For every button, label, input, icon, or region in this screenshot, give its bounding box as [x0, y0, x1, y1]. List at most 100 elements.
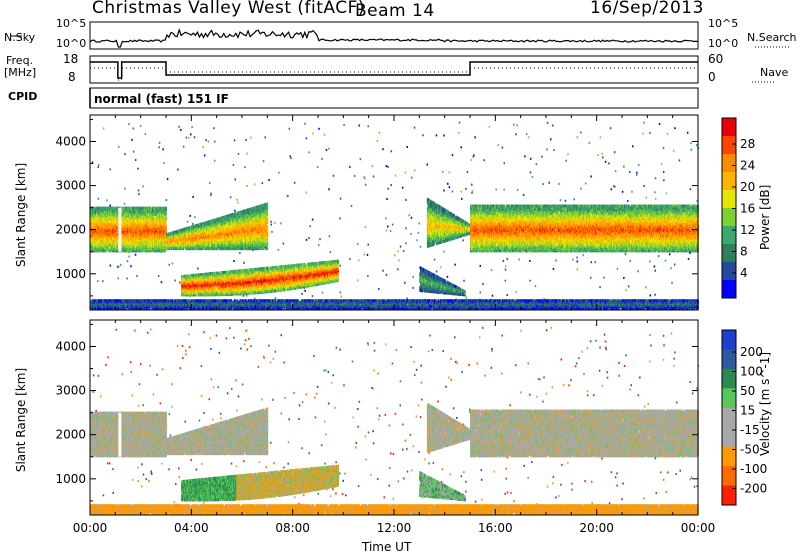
- power-noise-cell: [305, 191, 308, 194]
- power-noise-cell: [564, 199, 567, 202]
- power-noise-cell: [350, 204, 353, 207]
- power-noise-cell: [552, 124, 554, 127]
- power-noise-cell: [594, 261, 596, 264]
- power-noise-cell: [165, 199, 168, 201]
- power-noise-cell: [397, 250, 399, 253]
- power-noise-cell: [608, 162, 610, 165]
- power-noise-cell: [186, 220, 189, 223]
- power-noise-cell: [323, 133, 326, 136]
- power-noise-cell: [555, 259, 557, 262]
- power-noise-cell: [371, 165, 374, 167]
- power-noise-cell: [643, 121, 645, 124]
- power-noise-cell: [277, 248, 280, 251]
- power-data-cell: [112, 206, 115, 210]
- power-noise-cell: [271, 230, 273, 233]
- power-noise-cell: [673, 149, 675, 152]
- power-noise-cell: [376, 139, 379, 142]
- power-noise-cell: [443, 250, 445, 253]
- power-noise-cell: [621, 190, 624, 193]
- power-noise-cell: [454, 263, 456, 266]
- power-noise-cell: [405, 227, 407, 230]
- power-data-cell: [153, 206, 155, 210]
- power-noise-cell: [642, 132, 644, 135]
- power-noise-cell: [109, 264, 112, 267]
- power-noise-cell: [404, 281, 406, 284]
- power-noise-cell: [614, 185, 616, 188]
- power-noise-cell: [601, 152, 603, 155]
- power-noise-cell: [367, 125, 369, 128]
- power-noise-cell: [690, 148, 693, 151]
- power-noise-cell: [506, 294, 508, 296]
- power-noise-cell: [134, 253, 137, 256]
- cpid-text: normal (fast) 151 IF: [94, 92, 229, 106]
- power-noise-cell: [638, 164, 640, 166]
- power-data-cell: [112, 228, 115, 231]
- power-noise-cell: [385, 165, 388, 168]
- power-noise-cell: [237, 152, 240, 155]
- power-noise-cell: [378, 131, 381, 134]
- power-noise-cell: [433, 258, 436, 261]
- power-noise-cell: [483, 159, 485, 162]
- power-noise-cell: [385, 273, 388, 276]
- nsky-panel-frame: [89, 21, 699, 50]
- power-noise-cell: [242, 294, 245, 297]
- power-noise-cell: [590, 276, 592, 279]
- power-noise-cell: [649, 294, 651, 297]
- power-noise-cell: [576, 268, 578, 271]
- power-noise-cell: [120, 263, 122, 266]
- power-noise-cell: [305, 137, 308, 140]
- power-data-cell: [105, 234, 108, 238]
- power-noise-cell: [246, 185, 248, 187]
- power-noise-cell: [382, 148, 384, 151]
- power-noise-cell: [270, 223, 272, 226]
- power-noise-cell: [321, 291, 324, 294]
- power-noise-cell: [670, 267, 672, 270]
- power-noise-cell: [287, 194, 289, 197]
- power-data-cell: [105, 220, 107, 224]
- power-noise-cell: [590, 175, 592, 178]
- power-noise-cell: [163, 162, 165, 165]
- power-noise-cell: [193, 136, 196, 139]
- power-noise-cell: [529, 279, 531, 282]
- power-noise-cell: [503, 188, 505, 191]
- power-noise-cell: [535, 163, 538, 166]
- power-noise-cell: [339, 291, 342, 294]
- power-noise-cell: [636, 174, 638, 177]
- power-noise-cell: [126, 260, 129, 263]
- power-noise-cell: [418, 222, 420, 225]
- power-noise-cell: [488, 125, 491, 128]
- power-noise-cell: [522, 194, 525, 196]
- power-noise-cell: [308, 237, 310, 239]
- power-noise-cell: [394, 254, 396, 257]
- power-data-cell: [165, 223, 167, 227]
- power-noise-cell: [209, 181, 211, 184]
- date-label: 16/Sep/2013: [590, 0, 704, 18]
- power-noise-cell: [548, 181, 550, 184]
- power-noise-cell: [123, 202, 126, 205]
- cpid-panel-frame: [89, 87, 699, 109]
- power-data-cell: [128, 206, 131, 210]
- power-noise-cell: [109, 168, 111, 171]
- power-noise-cell: [636, 171, 638, 174]
- power-noise-cell: [689, 188, 692, 191]
- power-noise-cell: [264, 136, 266, 139]
- power-noise-cell: [214, 140, 216, 143]
- beam-label: Beam 14: [355, 1, 435, 21]
- power-noise-cell: [629, 171, 631, 173]
- power-noise-cell: [363, 253, 366, 256]
- power-noise-cell: [118, 145, 120, 148]
- power-noise-cell: [278, 171, 280, 174]
- power-data-cell: [165, 206, 167, 210]
- power-noise-cell: [144, 133, 147, 136]
- power-noise-cell: [389, 230, 392, 233]
- power-noise-cell: [288, 127, 290, 130]
- power-noise-cell: [210, 192, 212, 195]
- power-noise-cell: [367, 243, 369, 246]
- power-noise-cell: [559, 199, 562, 202]
- power-data-cell: [176, 230, 178, 234]
- power-noise-cell: [188, 136, 190, 139]
- nsky-tick-bottom: 10^0: [56, 37, 86, 50]
- power-noise-cell: [649, 260, 651, 263]
- power-noise-cell: [136, 275, 138, 278]
